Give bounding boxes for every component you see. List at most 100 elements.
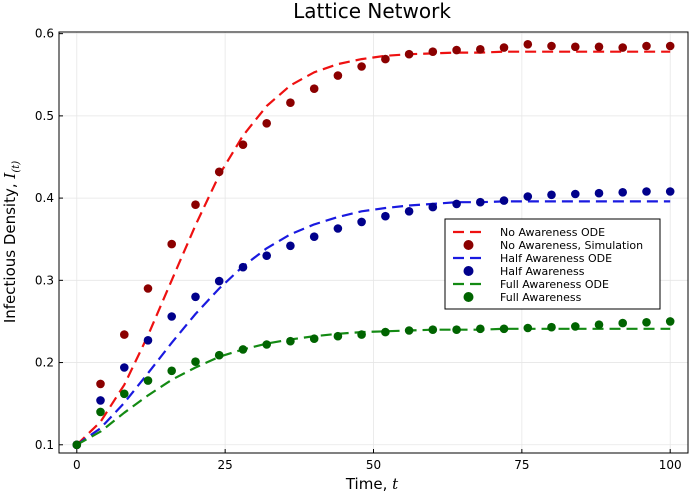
series-point-5 [571, 322, 580, 331]
x-tick-label: 0 [73, 458, 81, 472]
series-point-3 [96, 396, 105, 405]
series-point-5 [404, 326, 414, 335]
series-point-1 [238, 140, 248, 149]
y-tick-label: 0.2 [35, 356, 54, 370]
series-point-5 [333, 331, 343, 341]
series-point-3 [523, 192, 533, 201]
series-point-1 [191, 200, 200, 209]
series-point-5 [191, 357, 200, 367]
series-point-5 [452, 325, 461, 335]
series-point-3 [642, 187, 651, 196]
series-point-1 [665, 41, 675, 51]
series-point-3 [357, 217, 366, 227]
series-point-3 [476, 197, 485, 207]
series-point-5 [214, 350, 224, 360]
ticks: 0 25 50 75 100 0.1 0.2 0.3 0.4 0.5 0.6 [35, 27, 682, 472]
series-point-5 [357, 330, 366, 339]
x-axis-label-text: Time, [345, 475, 392, 493]
series-point-5 [523, 323, 533, 333]
y-axis-symbol: I [1, 172, 19, 180]
series-point-3 [262, 251, 272, 260]
series-point-5 [476, 324, 485, 334]
series-point-3 [404, 207, 414, 216]
series-point-1 [120, 330, 129, 339]
y-tick-label: 0.3 [35, 273, 54, 287]
x-tick-label: 75 [514, 458, 529, 472]
series-point-3 [143, 336, 153, 345]
series-point-1 [547, 41, 556, 51]
legend-entry-label: Full Awareness ODE [500, 278, 609, 291]
series-point-1 [571, 42, 580, 52]
series-point-5 [499, 324, 509, 334]
series-point-5 [96, 407, 105, 417]
series-point-3 [571, 189, 580, 199]
series-point-3 [309, 232, 319, 241]
series-point-5 [120, 389, 129, 399]
series-point-5 [286, 336, 295, 346]
series-point-1 [618, 43, 627, 52]
series-point-5 [381, 327, 390, 337]
series-point-3 [214, 276, 224, 286]
series-point-1 [523, 40, 533, 49]
series-point-1 [286, 98, 295, 107]
series-point-5 [642, 318, 651, 327]
series-point-1 [333, 71, 343, 80]
series-point-5 [238, 345, 248, 354]
series-point-3 [191, 292, 200, 302]
series-point-3 [120, 363, 129, 372]
chart-title: Lattice Network [293, 0, 451, 23]
legend-entry-label: No Awareness ODE [500, 226, 605, 239]
series-point-3 [286, 241, 295, 251]
legend-entry-label: Half Awareness [500, 265, 585, 278]
x-axis-symbol: t [392, 475, 399, 493]
x-tick-label: 50 [366, 458, 381, 472]
series-point-3 [499, 196, 509, 205]
series-point-5 [547, 322, 556, 332]
series-point-1 [594, 42, 604, 52]
series-point-3 [452, 199, 461, 209]
y-tick-label: 0.5 [35, 109, 54, 123]
series-point-5 [72, 440, 82, 450]
series-point-1 [428, 47, 438, 56]
y-axis-label: Infectious Density, I(t) [1, 161, 22, 323]
series-point-3 [547, 190, 556, 200]
series-line-4 [76, 327, 671, 446]
y-tick-label: 0.1 [35, 438, 54, 452]
series-point-5 [143, 376, 153, 385]
y-tick-label: 0.4 [35, 191, 54, 205]
legend-entry-label: Half Awareness ODE [500, 252, 612, 265]
series-point-3 [665, 187, 675, 196]
series-point-1 [262, 119, 272, 128]
series-line-2 [76, 200, 671, 446]
series-point-3 [618, 188, 627, 197]
y-axis-label-text: Infectious Density, [1, 179, 19, 324]
series-point-1 [357, 62, 366, 71]
series-point-3 [238, 262, 248, 272]
series-point-1 [452, 45, 461, 55]
series-point-3 [381, 211, 390, 221]
legend-marker-swatch [463, 240, 474, 250]
series-point-3 [428, 202, 438, 212]
grid [59, 32, 688, 453]
x-tick-label: 100 [659, 458, 682, 472]
series-point-5 [309, 334, 319, 344]
series-point-5 [262, 340, 272, 349]
series-point-1 [381, 54, 390, 64]
legend-entry-label: No Awareness, Simulation [500, 239, 643, 252]
series-point-1 [309, 84, 319, 93]
legend-box [444, 218, 661, 310]
legend-marker-swatch [463, 266, 474, 276]
series-point-3 [594, 188, 604, 198]
series-point-5 [618, 318, 627, 328]
series-point-5 [594, 320, 604, 330]
x-axis-label: Time, t [345, 475, 399, 493]
series-point-1 [214, 167, 224, 177]
series-point-5 [167, 366, 176, 376]
legend-entry-label: Full Awareness [500, 291, 582, 304]
series-point-1 [167, 239, 176, 249]
series-point-1 [143, 284, 153, 293]
series-point-1 [499, 43, 509, 52]
series-point-1 [404, 49, 414, 59]
